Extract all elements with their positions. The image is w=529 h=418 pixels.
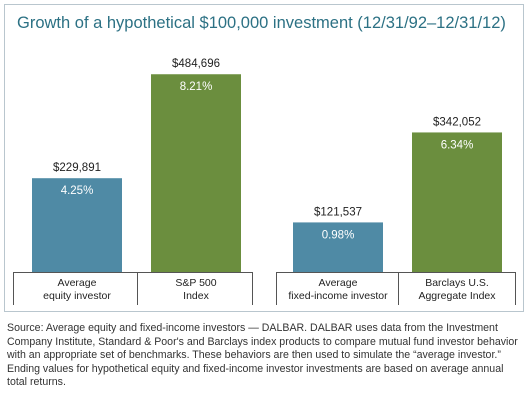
- chart-title: Growth of a hypothetical $100,000 invest…: [17, 14, 506, 32]
- bar: [151, 74, 241, 272]
- bar-value-label: $342,052: [433, 116, 481, 128]
- category-label: Aggregate Index: [418, 290, 496, 302]
- category-label: Barclays U.S.: [425, 277, 489, 289]
- bar: [32, 178, 122, 272]
- bar: [412, 132, 502, 272]
- source-note: Source: Average equity and fixed-income …: [7, 322, 518, 389]
- category-label: Average: [58, 277, 97, 289]
- bar-return-label: 0.98%: [322, 229, 355, 241]
- bar-value-label: $484,696: [172, 58, 220, 70]
- chart-panel: Growth of a hypothetical $100,000 invest…: [4, 4, 524, 312]
- category-label: S&P 500: [175, 277, 216, 289]
- bar-value-label: $229,891: [53, 162, 101, 174]
- bar-return-label: 8.21%: [180, 81, 213, 93]
- category-label: fixed-income investor: [288, 290, 388, 302]
- bar: [293, 222, 383, 272]
- bar-value-label: $121,537: [314, 206, 362, 218]
- bar-return-label: 4.25%: [61, 185, 94, 197]
- category-label: Average: [319, 277, 358, 289]
- bar-return-label: 6.34%: [441, 139, 474, 151]
- category-label: equity investor: [43, 290, 111, 302]
- category-label: Index: [183, 290, 209, 302]
